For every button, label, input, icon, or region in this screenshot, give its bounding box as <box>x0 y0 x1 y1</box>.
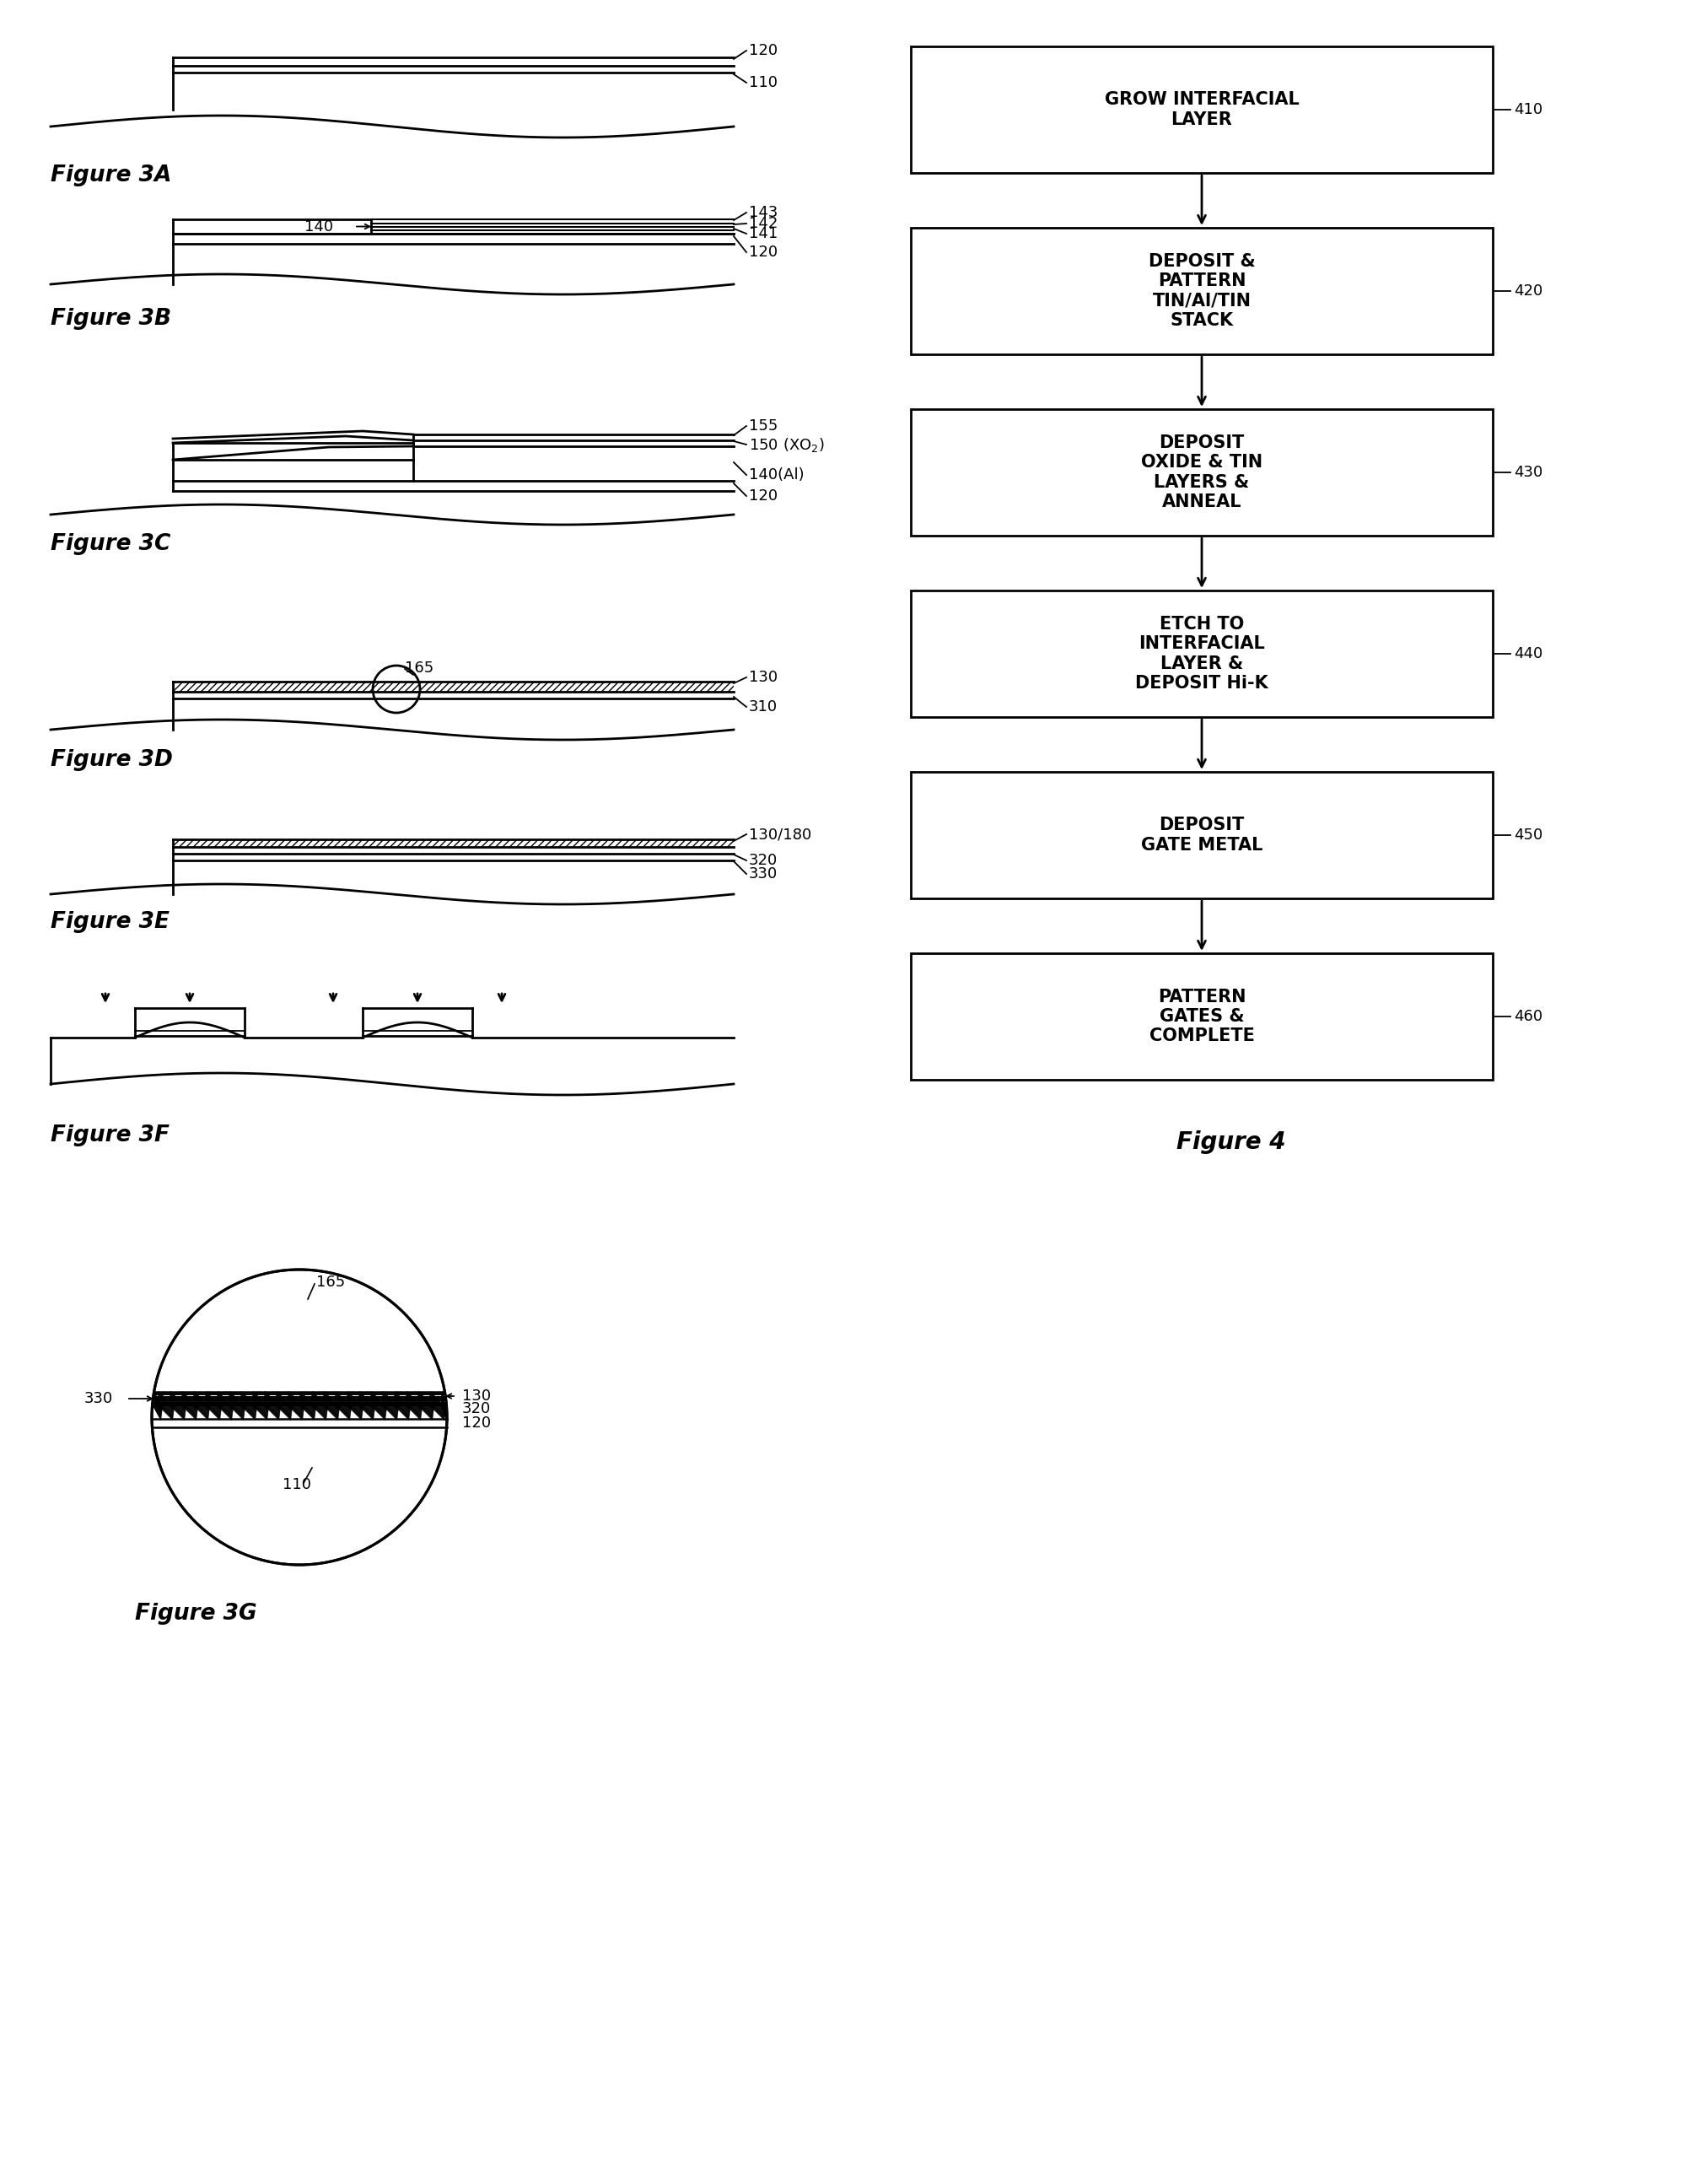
Text: 330: 330 <box>84 1391 113 1406</box>
Text: 143: 143 <box>748 205 778 221</box>
Text: 320: 320 <box>462 1402 490 1417</box>
Bar <box>912 46 1493 173</box>
Text: Figure 4: Figure 4 <box>1176 1131 1286 1153</box>
Text: 130: 130 <box>462 1389 490 1404</box>
Text: 120: 120 <box>748 245 778 260</box>
Text: 330: 330 <box>748 867 778 882</box>
Text: ETCH TO
INTERFACIAL
LAYER &
DEPOSIT Hi-K: ETCH TO INTERFACIAL LAYER & DEPOSIT Hi-K <box>1136 616 1269 692</box>
Text: 110: 110 <box>283 1476 312 1492</box>
Text: 430: 430 <box>1513 465 1543 480</box>
Text: 150 (XO$_2$): 150 (XO$_2$) <box>748 435 824 454</box>
Bar <box>912 952 1493 1079</box>
Text: DEPOSIT
GATE METAL: DEPOSIT GATE METAL <box>1141 817 1262 854</box>
Text: 130/180: 130/180 <box>748 828 812 841</box>
Text: 141: 141 <box>748 227 778 240</box>
Bar <box>174 681 733 692</box>
Text: PATTERN
GATES &
COMPLETE: PATTERN GATES & COMPLETE <box>1149 989 1254 1044</box>
Text: Figure 3A: Figure 3A <box>51 164 172 186</box>
Text: 310: 310 <box>748 699 778 714</box>
Bar <box>912 227 1493 354</box>
Text: Figure 3G: Figure 3G <box>135 1603 256 1625</box>
Text: Figure 3D: Figure 3D <box>51 749 174 771</box>
Text: Figure 3F: Figure 3F <box>51 1125 170 1147</box>
Text: 120: 120 <box>462 1415 490 1431</box>
Text: 440: 440 <box>1513 646 1543 662</box>
Bar <box>174 839 733 847</box>
Text: 460: 460 <box>1513 1009 1542 1024</box>
Text: Figure 3C: Figure 3C <box>51 533 170 555</box>
Text: 450: 450 <box>1513 828 1543 843</box>
Text: 140: 140 <box>305 218 334 234</box>
Text: 120: 120 <box>748 489 778 505</box>
Text: 165: 165 <box>404 660 433 675</box>
Text: GROW INTERFACIAL
LAYER: GROW INTERFACIAL LAYER <box>1104 92 1299 129</box>
Text: 320: 320 <box>748 852 778 867</box>
Text: 110: 110 <box>748 74 777 90</box>
Text: 410: 410 <box>1513 103 1542 118</box>
Text: 142: 142 <box>748 216 778 232</box>
Bar <box>912 771 1493 898</box>
Text: DEPOSIT
OXIDE & TIN
LAYERS &
ANNEAL: DEPOSIT OXIDE & TIN LAYERS & ANNEAL <box>1141 435 1262 511</box>
Bar <box>912 408 1493 535</box>
Text: 120: 120 <box>748 44 778 59</box>
Text: 130: 130 <box>748 670 778 686</box>
Text: 155: 155 <box>748 419 778 435</box>
Text: 165: 165 <box>317 1275 345 1291</box>
Text: DEPOSIT &
PATTERN
TIN/Al/TIN
STACK: DEPOSIT & PATTERN TIN/Al/TIN STACK <box>1147 253 1255 330</box>
Text: Figure 3E: Figure 3E <box>51 911 170 933</box>
Text: 140(Al): 140(Al) <box>748 467 804 483</box>
Text: Figure 3B: Figure 3B <box>51 308 172 330</box>
Bar <box>912 590 1493 716</box>
Text: 420: 420 <box>1513 284 1543 299</box>
